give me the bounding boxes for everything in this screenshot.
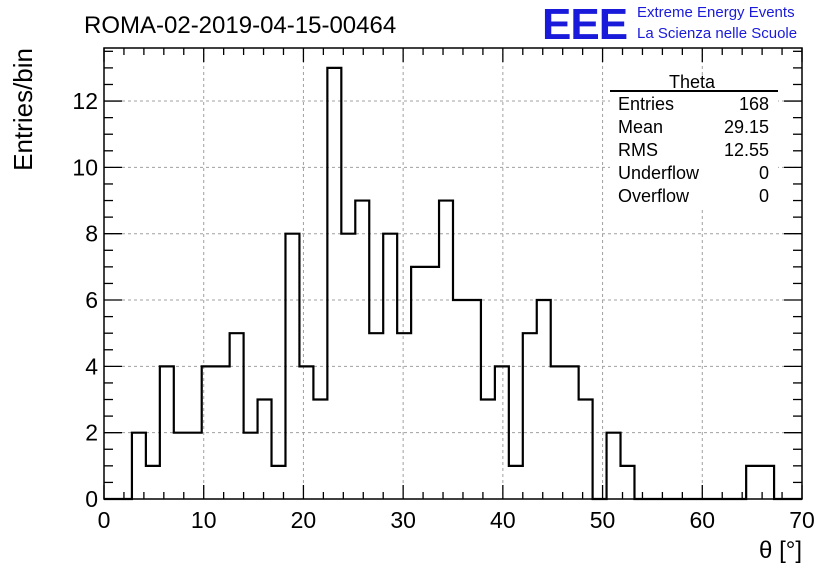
x-tick-label: 10 (191, 507, 217, 533)
x-tick-label: 70 (789, 507, 815, 533)
eee-logo-line1: Extreme Energy Events (637, 4, 795, 21)
stats-row-value: 29.15 (724, 117, 769, 137)
stats-box-title: Theta (669, 72, 716, 92)
y-tick-label: 2 (85, 420, 98, 446)
x-tick-label: 30 (390, 507, 416, 533)
y-tick-label: 8 (85, 221, 98, 247)
y-axis-label: Entries/bin (8, 48, 38, 171)
y-tick-label: 10 (72, 154, 98, 180)
y-tick-label: 12 (72, 88, 98, 114)
stats-row-value: 168 (739, 94, 769, 114)
histogram-chart: 0 10 20 30 40 50 60 70 0 2 4 6 8 10 12 Entries/bin θ [… (0, 0, 836, 572)
x-axis-label: θ [°] (759, 537, 802, 564)
stats-row-value: 12.55 (724, 140, 769, 160)
run-title: ROMA-02-2019-04-15-00464 (84, 12, 396, 39)
stats-row-label: Underflow (618, 163, 700, 183)
x-tick-label: 0 (98, 507, 111, 533)
eee-logo-line2: La Scienza nelle Scuole (637, 25, 797, 42)
stats-row-value: 0 (759, 163, 769, 183)
stats-row-label: Entries (618, 94, 674, 114)
eee-logo: EEE Extreme Energy Events La Scienza nel… (542, 0, 797, 49)
y-tick-label: 6 (85, 287, 98, 313)
x-tick-label: 50 (590, 507, 616, 533)
stats-row-label: Overflow (618, 186, 690, 206)
x-tick-label: 20 (291, 507, 317, 533)
stats-row-value: 0 (759, 186, 769, 206)
y-tick-label: 4 (85, 353, 98, 379)
x-tick-label: 40 (490, 507, 516, 533)
y-tick-label: 0 (85, 486, 98, 512)
stats-row-label: Mean (618, 117, 663, 137)
eee-logo-mark: EEE (542, 0, 627, 49)
x-tick-label: 60 (689, 507, 715, 533)
stats-box: Theta Entries 168 Mean 29.15 RMS 12.55 Underfl… (610, 72, 778, 210)
stats-row-label: RMS (618, 140, 658, 160)
